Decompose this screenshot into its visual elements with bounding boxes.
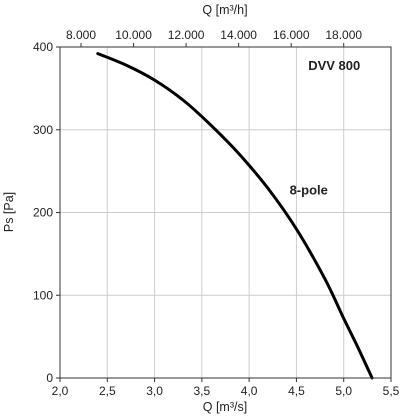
x-tick-label: 2,0 (52, 384, 69, 398)
x-tick-label: 4,0 (241, 384, 258, 398)
x2-tick-label: 18.000 (325, 28, 362, 42)
x-tick-label: 5,5 (383, 384, 400, 398)
x-tick-labels: 2,0 2,5 3,0 3,5 4,0 4,5 5,0 5,5 (52, 384, 400, 398)
plot-frame (59, 46, 392, 379)
y-tick-labels: 0 100 200 300 400 (33, 40, 53, 385)
x-axis-label: Q [m³/s] (203, 400, 247, 414)
x-tick-label: 2,5 (99, 384, 116, 398)
x2-tick-label: 8.000 (66, 28, 96, 42)
y-tick-label: 400 (33, 40, 53, 54)
y-tick-label: 0 (46, 371, 53, 385)
y-tick-label: 300 (33, 123, 53, 137)
y-tick-label: 100 (33, 288, 53, 302)
x-tick-label: 4,5 (288, 384, 305, 398)
x2-tick-labels: 8.000 10.000 12.000 14.000 16.000 18.000 (66, 28, 362, 42)
x2-tick-label: 14.000 (220, 28, 257, 42)
chart-title: DVV 800 (308, 58, 360, 73)
x-tick-label: 3,0 (146, 384, 163, 398)
curves (96, 52, 374, 380)
series-label-8-pole: 8-pole (290, 182, 328, 197)
y-axis-label: Ps [Pa] (2, 192, 16, 232)
x-tick-label: 5,0 (335, 384, 352, 398)
x2-tick-label: 16.000 (273, 28, 310, 42)
y-tick-label: 200 (33, 206, 53, 220)
series-line-8-pole (96, 52, 374, 380)
x2-axis-label: Q [m³/h] (202, 3, 247, 17)
x2-tick-label: 10.000 (115, 28, 152, 42)
x2-tick-label: 12.000 (168, 28, 205, 42)
x-tick-label: 3,5 (194, 384, 211, 398)
